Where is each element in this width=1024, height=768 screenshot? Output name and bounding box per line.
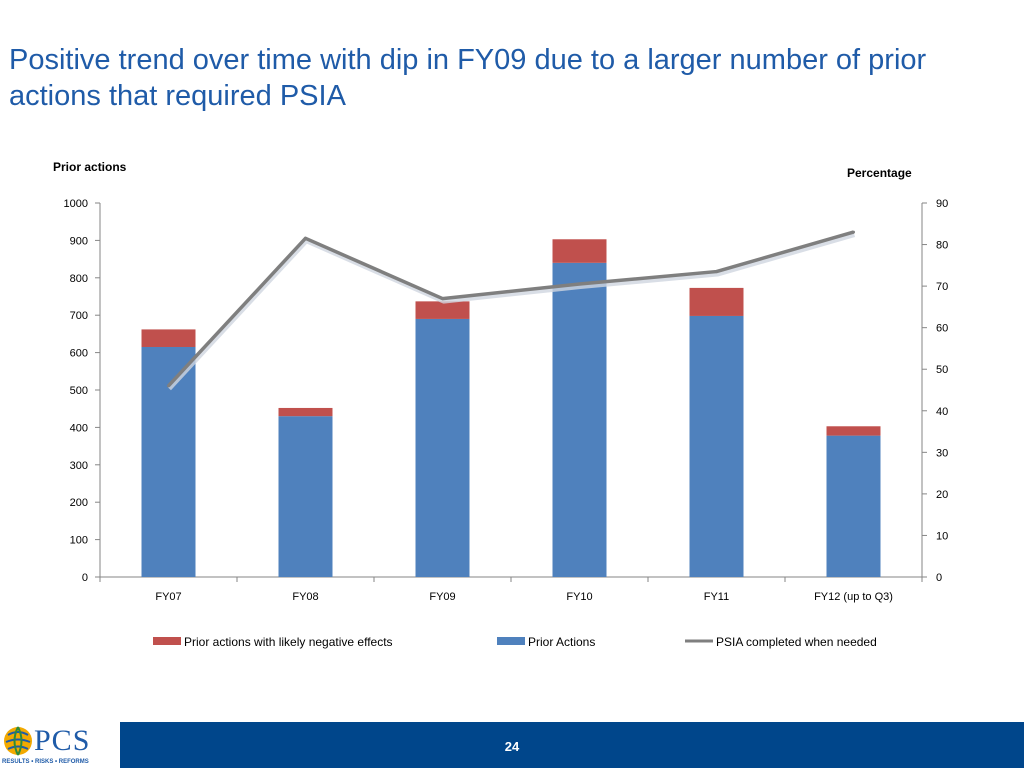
chart-legend: Prior actions with likely negative effec… [153,635,877,649]
right-tick-label: 90 [936,198,948,210]
combo-chart: Prior actions Percentage 010020030040050… [53,160,949,649]
right-tick-label: 40 [936,406,948,418]
x-category-label: FY08 [292,591,318,603]
left-tick-label: 300 [70,460,88,472]
psia-line [167,230,854,388]
legend-label: Prior Actions [528,635,595,649]
left-tick-label: 800 [70,273,88,285]
left-tick-label: 1000 [64,198,88,210]
left-tick-label: 0 [82,572,88,584]
psia-point [441,297,444,301]
x-category-label: FY12 (up to Q3) [814,591,893,603]
psia-point [852,230,855,234]
legend-swatch [497,637,525,645]
chart-axes: 0 100 200 300 400 500 600 700 800 900 1000 0 10 20 30 4… [64,198,949,603]
bar-prior-actions [415,318,470,577]
left-axis-title: Prior actions [53,160,127,174]
right-axis-title: Percentage [847,166,912,180]
right-tick-label: 60 [936,323,948,335]
psia-point [715,270,718,274]
globe-icon [4,726,32,756]
legend-label: Prior actions with likely negative effec… [184,635,393,649]
bar-negative-effects [278,407,333,417]
left-tick-label: 600 [70,348,88,360]
left-tick-label: 100 [70,535,88,547]
bar-negative-effects [826,426,881,436]
chart-bars [141,239,881,577]
psia-point [304,236,307,240]
bar-negative-effects [689,287,744,316]
right-tick-label: 70 [936,281,948,293]
pcs-logo: PCS RESULTS • RISKS • REFORMS [0,722,120,768]
x-category-label: FY07 [155,591,181,603]
psia-point [578,282,581,286]
right-tick-label: 30 [936,447,948,459]
legend-swatch [153,637,181,645]
left-tick-label: 200 [70,497,88,509]
bar-prior-actions [141,346,196,577]
page-number: 24 [504,739,520,754]
logo-tagline: RESULTS • RISKS • REFORMS [2,759,89,765]
logo-text: PCS [34,724,91,757]
left-tick-label: 400 [70,422,88,434]
x-category-label: FY11 [704,591,729,603]
chart-line [167,230,856,391]
right-tick-label: 20 [936,489,948,501]
left-tick-label: 500 [70,385,88,397]
right-tick-label: 10 [936,530,948,542]
left-tick-label: 700 [70,310,88,322]
bar-negative-effects [415,301,470,319]
psia-line-shadow [168,233,856,391]
left-tick-label: 900 [70,235,88,247]
legend-label: PSIA completed when needed [716,635,877,649]
footer-bar: PCS RESULTS • RISKS • REFORMS 24 [0,722,1024,768]
x-category-label: FY10 [566,591,592,603]
right-tick-label: 0 [936,572,942,584]
bar-negative-effects [141,329,196,347]
bar-negative-effects [552,239,607,263]
psia-point [167,384,170,388]
bar-prior-actions [278,416,333,577]
x-category-label: FY09 [429,591,455,603]
right-tick-label: 80 [936,240,948,252]
slide-title: Positive trend over time with dip in FY0… [9,44,927,112]
bar-prior-actions [552,262,607,577]
bar-prior-actions [826,435,881,577]
bar-prior-actions [689,315,744,577]
right-tick-label: 50 [936,364,948,376]
